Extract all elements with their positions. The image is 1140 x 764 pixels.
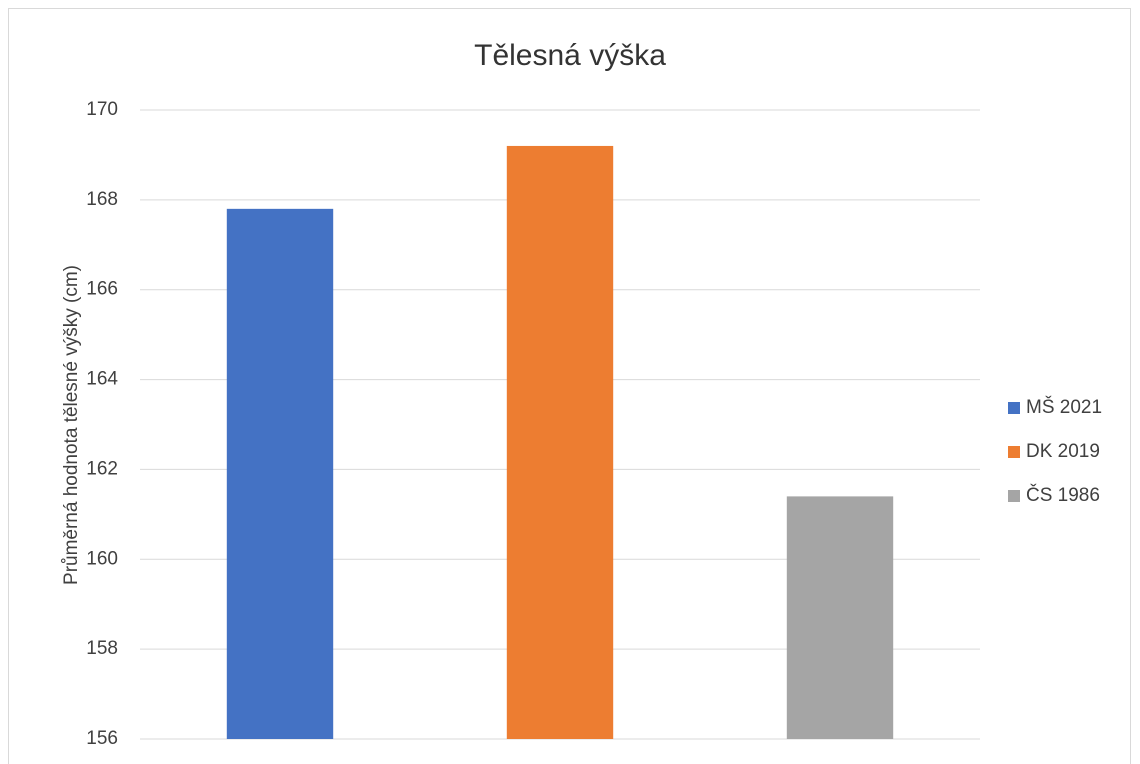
y-tick-label: 160 bbox=[86, 548, 118, 569]
bar bbox=[226, 208, 334, 740]
legend-label: ČS 1986 bbox=[1026, 484, 1100, 506]
legend-swatch bbox=[1008, 490, 1020, 502]
y-tick-label: 168 bbox=[86, 189, 118, 210]
chart-title: Tělesná výška bbox=[474, 39, 666, 72]
y-tick-label: 162 bbox=[86, 458, 118, 479]
y-tick-label: 166 bbox=[86, 279, 118, 300]
y-tick-label: 158 bbox=[86, 638, 118, 659]
bar bbox=[506, 145, 614, 739]
legend-label: DK 2019 bbox=[1026, 441, 1100, 462]
legend-label: MŠ 2021 bbox=[1026, 396, 1102, 418]
legend-swatch bbox=[1008, 402, 1020, 414]
legend-swatch bbox=[1008, 446, 1020, 458]
y-tick-label: 156 bbox=[86, 728, 118, 749]
y-tick-label: 170 bbox=[86, 99, 118, 120]
y-axis-label: Průměrná hodnota tělesné výšky (cm) bbox=[61, 265, 82, 585]
bar bbox=[786, 496, 894, 739]
y-tick-label: 164 bbox=[86, 369, 118, 390]
